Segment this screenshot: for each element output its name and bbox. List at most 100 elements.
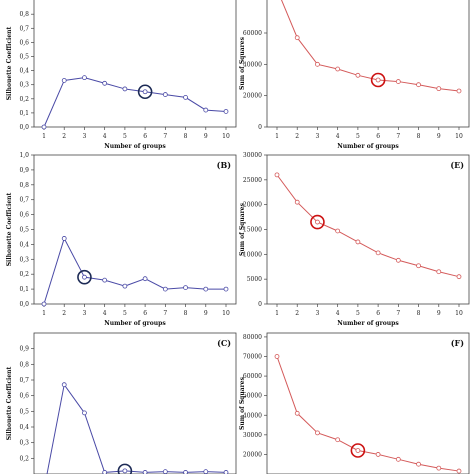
x-axis-label: Number of groups bbox=[104, 320, 166, 327]
data-point bbox=[295, 36, 299, 40]
data-point bbox=[82, 411, 86, 415]
y-axis-label: Silhouette Coefficient bbox=[6, 26, 13, 100]
y-tick-label: 0,8 bbox=[19, 182, 29, 189]
x-tick-label: 1 bbox=[42, 310, 46, 317]
y-tick-label: 20000 bbox=[243, 451, 262, 458]
data-point bbox=[295, 411, 299, 415]
data-point bbox=[417, 264, 421, 268]
data-point bbox=[143, 470, 147, 474]
x-tick-label: 6 bbox=[143, 133, 147, 140]
data-point bbox=[336, 67, 340, 71]
panel-label: (B) bbox=[217, 160, 232, 170]
data-point bbox=[417, 462, 421, 466]
y-tick-label: 1,0 bbox=[19, 152, 29, 159]
data-point bbox=[184, 470, 188, 474]
y-tick-label: 0,0 bbox=[19, 124, 29, 131]
x-tick-label: 3 bbox=[83, 133, 87, 140]
y-tick-label: 0,5 bbox=[19, 408, 29, 415]
data-point bbox=[224, 470, 228, 474]
x-tick-label: 9 bbox=[204, 310, 208, 317]
data-point bbox=[457, 89, 461, 93]
x-tick-label: 5 bbox=[356, 310, 360, 317]
x-tick-label: 5 bbox=[356, 133, 360, 140]
y-tick-label: 0,9 bbox=[19, 346, 29, 353]
data-point bbox=[62, 383, 66, 387]
y-tick-label: 0,2 bbox=[19, 96, 29, 103]
y-axis-label: Sum of Squares bbox=[239, 202, 246, 256]
data-point bbox=[396, 80, 400, 84]
x-tick-label: 2 bbox=[62, 310, 66, 317]
x-tick-label: 7 bbox=[163, 310, 167, 317]
x-tick-label: 2 bbox=[295, 133, 299, 140]
data-point bbox=[82, 275, 86, 279]
data-point bbox=[376, 78, 380, 82]
y-tick-label: 0,2 bbox=[19, 455, 29, 462]
y-axis-label: Silhouette Coefficient bbox=[6, 366, 13, 440]
plot-frame bbox=[267, 0, 469, 127]
data-point bbox=[184, 286, 188, 290]
y-tick-label: 0,9 bbox=[19, 167, 29, 174]
panel-label: (F) bbox=[451, 338, 464, 348]
x-tick-label: 3 bbox=[83, 310, 87, 317]
x-tick-label: 9 bbox=[437, 310, 441, 317]
y-tick-label: 0,4 bbox=[19, 241, 29, 248]
x-tick-label: 8 bbox=[184, 310, 188, 317]
y-tick-label: 0,3 bbox=[19, 440, 29, 447]
data-point bbox=[396, 258, 400, 262]
y-tick-label: 0 bbox=[258, 124, 262, 131]
y-tick-label: 30000 bbox=[243, 432, 262, 439]
x-tick-label: 2 bbox=[295, 310, 299, 317]
x-tick-label: 10 bbox=[222, 133, 230, 140]
x-tick-label: 10 bbox=[222, 310, 230, 317]
x-axis-label: Number of groups bbox=[337, 143, 399, 150]
x-tick-label: 6 bbox=[143, 310, 147, 317]
data-point bbox=[275, 173, 279, 177]
y-tick-label: 0,3 bbox=[19, 82, 29, 89]
x-tick-label: 7 bbox=[396, 310, 400, 317]
y-tick-label: 80000 bbox=[243, 334, 262, 341]
data-point bbox=[62, 78, 66, 82]
x-tick-label: 2 bbox=[62, 133, 66, 140]
data-point bbox=[184, 95, 188, 99]
data-point bbox=[143, 90, 147, 94]
panel-label: (E) bbox=[450, 160, 464, 170]
data-point bbox=[356, 449, 360, 453]
data-point bbox=[143, 277, 147, 281]
x-tick-label: 4 bbox=[103, 310, 107, 317]
data-point bbox=[204, 470, 208, 474]
y-tick-label: 0,5 bbox=[19, 227, 29, 234]
data-point bbox=[437, 87, 441, 91]
plot-frame bbox=[34, 333, 236, 474]
data-point bbox=[315, 220, 319, 224]
data-point bbox=[224, 287, 228, 291]
y-tick-label: 0,5 bbox=[19, 54, 29, 61]
x-tick-label: 5 bbox=[123, 310, 127, 317]
x-tick-label: 4 bbox=[103, 133, 107, 140]
x-tick-label: 9 bbox=[437, 133, 441, 140]
data-point bbox=[356, 73, 360, 77]
y-axis-label: Silhouette Coefficient bbox=[6, 192, 13, 266]
data-point bbox=[336, 438, 340, 442]
data-point bbox=[315, 62, 319, 66]
data-point bbox=[356, 240, 360, 244]
x-tick-label: 8 bbox=[417, 133, 421, 140]
data-point bbox=[163, 93, 167, 97]
data-point bbox=[457, 275, 461, 279]
data-point bbox=[42, 125, 46, 129]
x-tick-label: 7 bbox=[163, 133, 167, 140]
y-tick-label: 0,7 bbox=[19, 377, 29, 384]
y-tick-label: 0,6 bbox=[19, 39, 29, 46]
x-tick-label: 4 bbox=[336, 133, 340, 140]
y-tick-label: 0,7 bbox=[19, 25, 29, 32]
y-tick-label: 0,6 bbox=[19, 393, 29, 400]
x-tick-label: 1 bbox=[275, 133, 279, 140]
data-point bbox=[103, 81, 107, 85]
data-point bbox=[376, 452, 380, 456]
x-tick-label: 9 bbox=[204, 133, 208, 140]
data-point bbox=[103, 278, 107, 282]
x-tick-label: 1 bbox=[275, 310, 279, 317]
y-tick-label: 0,4 bbox=[19, 68, 29, 75]
data-point bbox=[417, 83, 421, 87]
y-tick-label: 30000 bbox=[243, 152, 262, 159]
